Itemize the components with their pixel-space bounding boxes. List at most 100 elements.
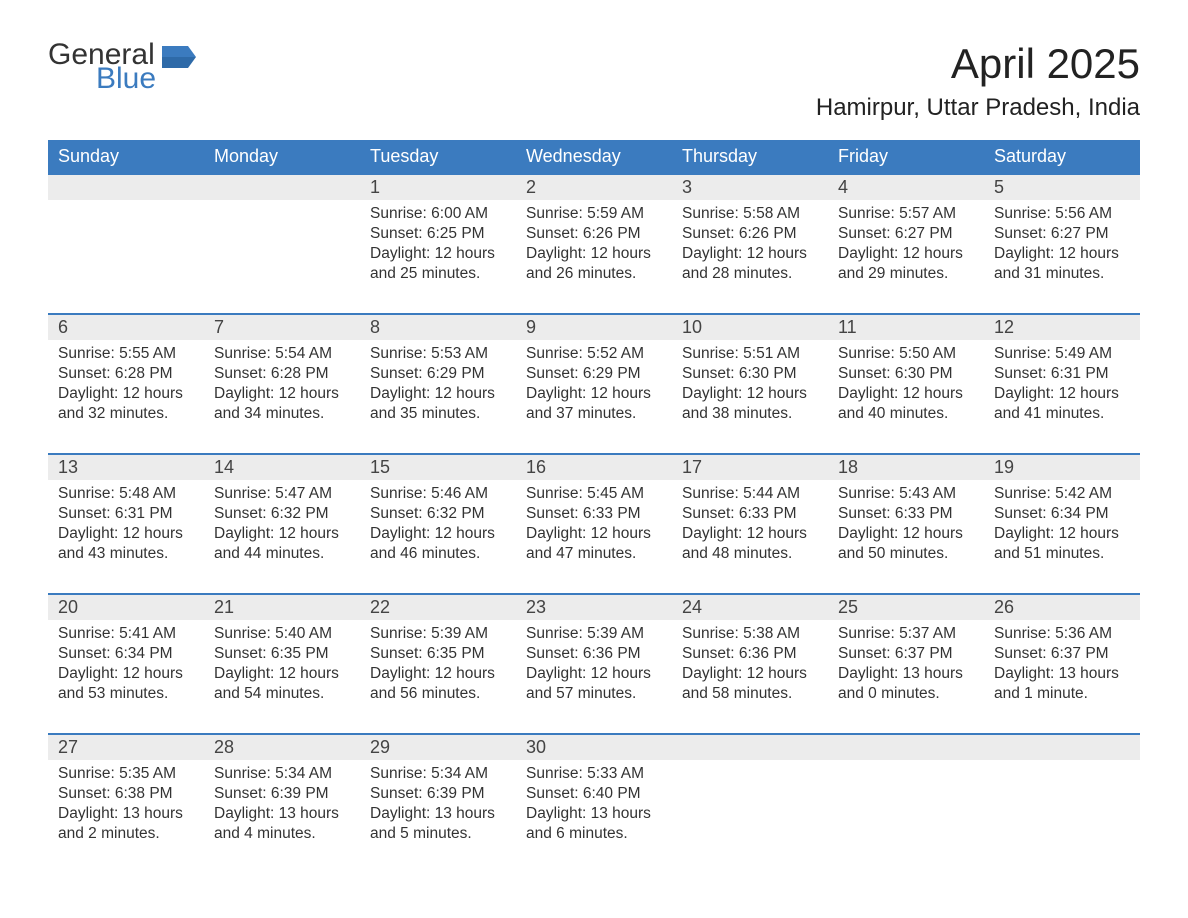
day-cell: 5Sunrise: 5:56 AMSunset: 6:27 PMDaylight… (984, 174, 1140, 314)
sunrise-text: Sunrise: 5:56 AM (994, 204, 1130, 224)
sunrise-text: Sunrise: 5:38 AM (682, 624, 818, 644)
day-content: Sunrise: 5:56 AMSunset: 6:27 PMDaylight:… (984, 200, 1140, 295)
day-cell: 21Sunrise: 5:40 AMSunset: 6:35 PMDayligh… (204, 594, 360, 734)
day-content: Sunrise: 5:34 AMSunset: 6:39 PMDaylight:… (360, 760, 516, 855)
title-block: April 2025 Hamirpur, Uttar Pradesh, Indi… (816, 40, 1140, 122)
day-content: Sunrise: 5:59 AMSunset: 6:26 PMDaylight:… (516, 200, 672, 295)
daylight-text: Daylight: 12 hours and 43 minutes. (58, 524, 194, 564)
sunset-text: Sunset: 6:35 PM (370, 644, 506, 664)
sunset-text: Sunset: 6:26 PM (526, 224, 662, 244)
sunrise-text: Sunrise: 5:50 AM (838, 344, 974, 364)
sunset-text: Sunset: 6:29 PM (526, 364, 662, 384)
daylight-text: Daylight: 12 hours and 40 minutes. (838, 384, 974, 424)
day-cell (672, 734, 828, 874)
daylight-text: Daylight: 12 hours and 56 minutes. (370, 664, 506, 704)
sunrise-text: Sunrise: 5:39 AM (526, 624, 662, 644)
sunrise-text: Sunrise: 5:49 AM (994, 344, 1130, 364)
day-cell: 20Sunrise: 5:41 AMSunset: 6:34 PMDayligh… (48, 594, 204, 734)
day-number: 19 (984, 455, 1140, 480)
page-title: April 2025 (816, 40, 1140, 88)
day-cell: 26Sunrise: 5:36 AMSunset: 6:37 PMDayligh… (984, 594, 1140, 734)
day-number: 14 (204, 455, 360, 480)
daylight-text: Daylight: 13 hours and 1 minute. (994, 664, 1130, 704)
day-cell: 25Sunrise: 5:37 AMSunset: 6:37 PMDayligh… (828, 594, 984, 734)
flag-icon (162, 46, 196, 73)
day-number: 23 (516, 595, 672, 620)
day-content: Sunrise: 5:53 AMSunset: 6:29 PMDaylight:… (360, 340, 516, 435)
day-cell: 9Sunrise: 5:52 AMSunset: 6:29 PMDaylight… (516, 314, 672, 454)
sunrise-text: Sunrise: 5:36 AM (994, 624, 1130, 644)
daylight-text: Daylight: 12 hours and 38 minutes. (682, 384, 818, 424)
day-content: Sunrise: 5:44 AMSunset: 6:33 PMDaylight:… (672, 480, 828, 575)
day-number: 6 (48, 315, 204, 340)
day-cell: 12Sunrise: 5:49 AMSunset: 6:31 PMDayligh… (984, 314, 1140, 454)
sunset-text: Sunset: 6:28 PM (214, 364, 350, 384)
sunset-text: Sunset: 6:39 PM (214, 784, 350, 804)
daylight-text: Daylight: 12 hours and 58 minutes. (682, 664, 818, 704)
day-number: 28 (204, 735, 360, 760)
day-cell (984, 734, 1140, 874)
daylight-text: Daylight: 12 hours and 51 minutes. (994, 524, 1130, 564)
sunset-text: Sunset: 6:29 PM (370, 364, 506, 384)
sunset-text: Sunset: 6:35 PM (214, 644, 350, 664)
day-content: Sunrise: 5:54 AMSunset: 6:28 PMDaylight:… (204, 340, 360, 435)
day-number-empty (204, 175, 360, 200)
sunset-text: Sunset: 6:33 PM (838, 504, 974, 524)
weekday-header: Sunday (48, 140, 204, 174)
day-number-empty (672, 735, 828, 760)
day-content: Sunrise: 5:52 AMSunset: 6:29 PMDaylight:… (516, 340, 672, 435)
day-number: 2 (516, 175, 672, 200)
sunset-text: Sunset: 6:36 PM (526, 644, 662, 664)
sunset-text: Sunset: 6:34 PM (58, 644, 194, 664)
day-number: 24 (672, 595, 828, 620)
sunrise-text: Sunrise: 5:40 AM (214, 624, 350, 644)
page-subtitle: Hamirpur, Uttar Pradesh, India (816, 94, 1140, 122)
day-content: Sunrise: 5:38 AMSunset: 6:36 PMDaylight:… (672, 620, 828, 715)
daylight-text: Daylight: 12 hours and 50 minutes. (838, 524, 974, 564)
daylight-text: Daylight: 12 hours and 54 minutes. (214, 664, 350, 704)
sunrise-text: Sunrise: 5:37 AM (838, 624, 974, 644)
weekday-header: Tuesday (360, 140, 516, 174)
day-number: 5 (984, 175, 1140, 200)
day-cell (828, 734, 984, 874)
day-number: 16 (516, 455, 672, 480)
sunrise-text: Sunrise: 5:44 AM (682, 484, 818, 504)
sunset-text: Sunset: 6:32 PM (370, 504, 506, 524)
daylight-text: Daylight: 12 hours and 29 minutes. (838, 244, 974, 284)
day-number: 8 (360, 315, 516, 340)
day-number: 13 (48, 455, 204, 480)
day-cell: 3Sunrise: 5:58 AMSunset: 6:26 PMDaylight… (672, 174, 828, 314)
sunrise-text: Sunrise: 5:52 AM (526, 344, 662, 364)
sunrise-text: Sunrise: 5:39 AM (370, 624, 506, 644)
daylight-text: Daylight: 12 hours and 31 minutes. (994, 244, 1130, 284)
sunset-text: Sunset: 6:39 PM (370, 784, 506, 804)
day-content: Sunrise: 5:37 AMSunset: 6:37 PMDaylight:… (828, 620, 984, 715)
week-row: 20Sunrise: 5:41 AMSunset: 6:34 PMDayligh… (48, 594, 1140, 734)
day-content: Sunrise: 5:42 AMSunset: 6:34 PMDaylight:… (984, 480, 1140, 575)
daylight-text: Daylight: 13 hours and 6 minutes. (526, 804, 662, 844)
day-content: Sunrise: 5:40 AMSunset: 6:35 PMDaylight:… (204, 620, 360, 715)
day-number: 15 (360, 455, 516, 480)
daylight-text: Daylight: 13 hours and 5 minutes. (370, 804, 506, 844)
sunrise-text: Sunrise: 5:46 AM (370, 484, 506, 504)
daylight-text: Daylight: 13 hours and 4 minutes. (214, 804, 350, 844)
sunrise-text: Sunrise: 5:35 AM (58, 764, 194, 784)
sunrise-text: Sunrise: 5:41 AM (58, 624, 194, 644)
daylight-text: Daylight: 12 hours and 34 minutes. (214, 384, 350, 424)
day-cell: 22Sunrise: 5:39 AMSunset: 6:35 PMDayligh… (360, 594, 516, 734)
sunrise-text: Sunrise: 5:48 AM (58, 484, 194, 504)
sunset-text: Sunset: 6:27 PM (838, 224, 974, 244)
sunset-text: Sunset: 6:28 PM (58, 364, 194, 384)
day-content: Sunrise: 5:39 AMSunset: 6:36 PMDaylight:… (516, 620, 672, 715)
weekday-header-row: SundayMondayTuesdayWednesdayThursdayFrid… (48, 140, 1140, 174)
sunrise-text: Sunrise: 5:47 AM (214, 484, 350, 504)
week-row: 27Sunrise: 5:35 AMSunset: 6:38 PMDayligh… (48, 734, 1140, 874)
day-number-empty (48, 175, 204, 200)
day-content: Sunrise: 5:33 AMSunset: 6:40 PMDaylight:… (516, 760, 672, 855)
sunrise-text: Sunrise: 5:55 AM (58, 344, 194, 364)
day-cell (48, 174, 204, 314)
day-cell: 2Sunrise: 5:59 AMSunset: 6:26 PMDaylight… (516, 174, 672, 314)
day-cell: 15Sunrise: 5:46 AMSunset: 6:32 PMDayligh… (360, 454, 516, 594)
day-number: 26 (984, 595, 1140, 620)
weekday-header: Monday (204, 140, 360, 174)
